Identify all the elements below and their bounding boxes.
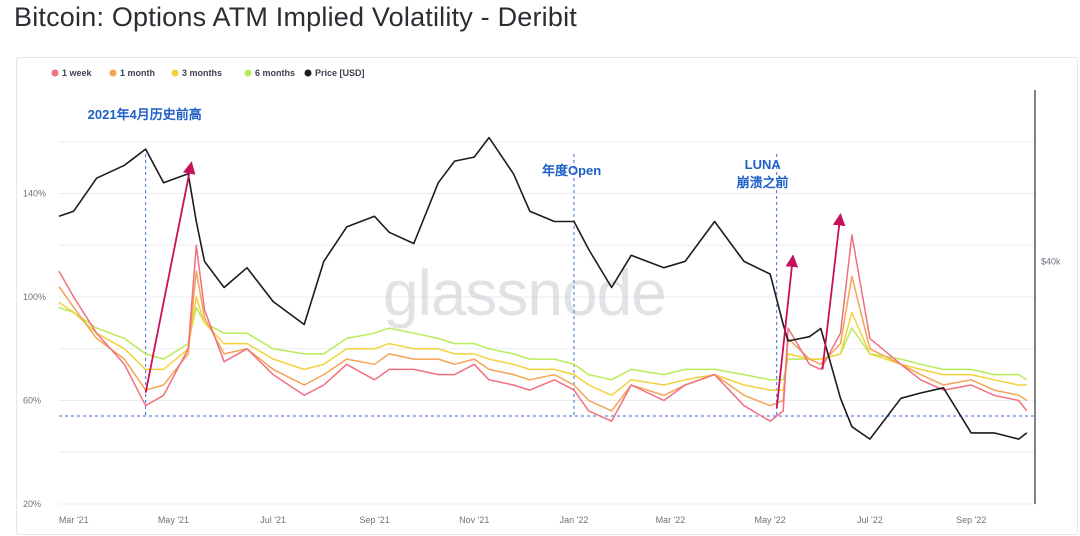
legend-swatch — [109, 69, 117, 77]
x-tick-label: May '21 — [158, 515, 189, 525]
annotation-luna-line2: 崩溃之前 — [737, 175, 789, 190]
legend-label: Price [USD] — [315, 68, 365, 78]
x-tick-label: Sep '21 — [359, 515, 389, 525]
annotation-luna-line1: LUNA — [745, 157, 782, 172]
legend-swatch — [171, 69, 179, 77]
x-tick-label: Nov '21 — [459, 515, 489, 525]
series-lines — [58, 136, 1028, 440]
y-axis-left: 20% 60% 100% 140% — [23, 189, 46, 510]
annotation-yearly-open: 年度Open — [542, 163, 601, 178]
chart-card: glassnode 20% 60% 100% 140% Mar '21 May '21 J… — [16, 57, 1078, 535]
y-tick-label: 20% — [23, 499, 41, 509]
legend: 1 week 1 month 3 months 6 months Price [USD] — [51, 68, 365, 78]
x-tick-label: Jan '22 — [560, 515, 589, 525]
legend-label: 3 months — [182, 68, 222, 78]
arrows — [144, 161, 846, 409]
trend-arrow — [775, 254, 799, 409]
annotation-ath: 2021年4月历史前高 — [88, 107, 202, 122]
y-tick-label: 140% — [23, 189, 46, 199]
watermark: glassnode — [383, 257, 666, 329]
x-tick-label: May '22 — [755, 515, 786, 525]
series-line-1-month — [58, 270, 1028, 412]
legend-label: 1 week — [62, 68, 93, 78]
x-tick-label: Jul '21 — [260, 515, 286, 525]
legend-swatch — [304, 69, 312, 77]
y-axis-right: $40k — [1034, 90, 1061, 504]
trend-arrow — [821, 212, 846, 370]
series-line-1-week — [58, 234, 1028, 422]
series-line-3-months — [58, 296, 1027, 397]
x-tick-label: Mar '21 — [59, 515, 89, 525]
y-tick-label: 100% — [23, 292, 46, 302]
trend-arrow — [144, 161, 196, 393]
x-tick-label: Sep '22 — [956, 515, 986, 525]
legend-label: 1 month — [120, 68, 155, 78]
y-tick-label: 60% — [23, 396, 41, 406]
x-tick-label: Mar '22 — [656, 515, 686, 525]
guides — [59, 154, 1035, 417]
series-line-price-usd — [58, 136, 1028, 440]
legend-swatch — [51, 69, 59, 77]
iv-chart: glassnode 20% 60% 100% 140% Mar '21 May '21 J… — [23, 68, 1061, 525]
x-tick-label: Jul '22 — [857, 515, 883, 525]
legend-swatch — [244, 69, 252, 77]
y-right-tick-label: $40k — [1041, 256, 1061, 266]
x-axis: Mar '21 May '21 Jul '21 Sep '21 Nov '21 Jan '… — [59, 515, 987, 525]
legend-label: 6 months — [255, 68, 295, 78]
page-title: Bitcoin: Options ATM Implied Volatility … — [14, 2, 577, 32]
